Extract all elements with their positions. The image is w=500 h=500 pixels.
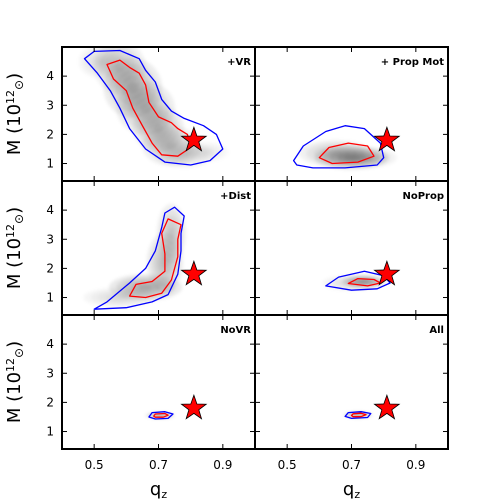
panel-4 xyxy=(255,181,448,315)
panel-frame xyxy=(254,314,449,450)
inner-contour xyxy=(347,277,382,287)
inner-contour xyxy=(106,59,192,157)
reference-star-icon xyxy=(180,393,208,420)
panel-3 xyxy=(62,181,255,315)
reference-star-icon xyxy=(180,125,208,152)
y-tick-label: 3 xyxy=(46,366,54,380)
y-tick-label: 2 xyxy=(46,127,54,141)
panel-6 xyxy=(255,315,448,449)
inner-contour xyxy=(318,142,375,165)
outer-contour xyxy=(93,206,185,310)
density-blob xyxy=(361,155,374,160)
inner-contour xyxy=(153,412,169,418)
panel-label: + Prop Mot xyxy=(381,57,444,68)
reference-star-icon xyxy=(373,393,401,420)
y-tick-label: 1 xyxy=(46,425,54,439)
x-axis-label: qz xyxy=(150,479,167,500)
y-tick-label: 1 xyxy=(46,157,54,171)
reference-star-icon xyxy=(373,259,401,286)
y-tick-label: 2 xyxy=(46,261,54,275)
y-tick-label: 1 xyxy=(46,291,54,305)
panel-1 xyxy=(62,47,255,181)
y-tick-label: 3 xyxy=(46,232,54,246)
outer-contour xyxy=(83,49,224,166)
y-axis-label: M (1012⊙) xyxy=(4,207,27,289)
density-map xyxy=(94,47,211,166)
panel-2 xyxy=(255,47,448,181)
panel-label: All xyxy=(429,325,444,336)
y-tick-label: 4 xyxy=(46,69,54,83)
density-blob xyxy=(168,227,175,240)
panel-5 xyxy=(62,315,255,449)
outer-contour xyxy=(344,411,372,420)
y-tick-label: 2 xyxy=(46,395,54,409)
outer-contour xyxy=(292,125,385,169)
density-blob xyxy=(355,414,361,416)
density-blob xyxy=(202,150,211,154)
panel-label: +Dist xyxy=(220,191,251,202)
outer-contour xyxy=(148,411,174,420)
x-tick-label: 0.5 xyxy=(278,458,297,472)
density-blob xyxy=(138,284,153,290)
x-tick-label: 0.7 xyxy=(149,458,168,472)
x-axis-label: qz xyxy=(343,479,360,500)
x-tick-label: 0.5 xyxy=(85,458,104,472)
x-tick-label: 0.9 xyxy=(406,458,425,472)
panel-label: +VR xyxy=(227,57,251,68)
y-tick-label: 3 xyxy=(46,98,54,112)
inner-contour xyxy=(128,218,182,299)
reference-star-icon xyxy=(373,125,401,152)
density-blob xyxy=(157,414,164,417)
y-tick-label: 4 xyxy=(46,203,54,217)
panel-label: NoVR xyxy=(220,325,251,336)
y-axis-label: M (1012⊙) xyxy=(4,73,27,155)
panel-label: NoProp xyxy=(402,191,444,202)
y-tick-label: 4 xyxy=(46,337,54,351)
reference-star-icon xyxy=(180,259,208,286)
y-axis-label: M (1012⊙) xyxy=(4,341,27,423)
density-blob xyxy=(328,150,343,156)
x-tick-label: 0.9 xyxy=(213,458,232,472)
density-blob xyxy=(96,58,105,65)
density-blob xyxy=(359,280,369,283)
x-tick-label: 0.7 xyxy=(342,458,361,472)
density-blob xyxy=(165,142,178,151)
inner-contour xyxy=(350,412,367,418)
